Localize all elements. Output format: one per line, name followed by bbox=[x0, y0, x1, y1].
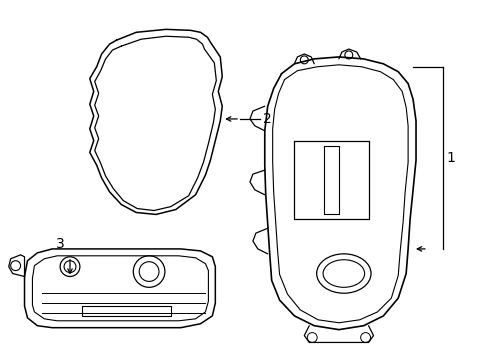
Text: 2: 2 bbox=[262, 112, 271, 126]
Text: 1: 1 bbox=[446, 151, 455, 165]
Text: 3: 3 bbox=[56, 237, 64, 251]
